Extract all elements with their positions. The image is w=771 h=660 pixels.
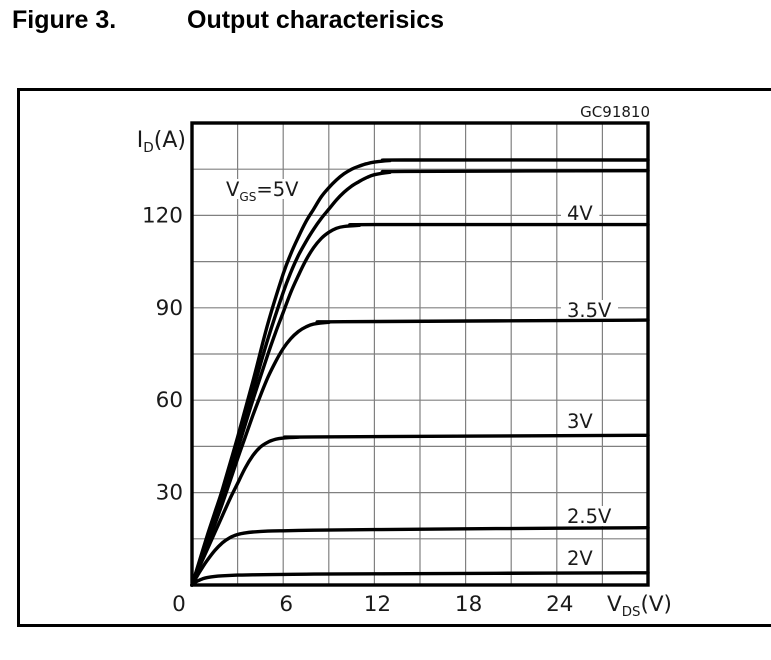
curve-label-2.5V: 2.5V: [567, 505, 612, 528]
curve-label-bg: [561, 548, 600, 568]
x-axis-label-main: V: [607, 592, 622, 617]
figure-title: Figure 3. Output characterisics: [12, 6, 444, 35]
curve-vgs-2.5v: [190, 526, 650, 587]
y-tick-label: 60: [156, 388, 183, 413]
x-tick-label: 0: [172, 592, 186, 617]
curve-vgs-4v: [190, 222, 650, 587]
x-axis-label-rest: (V): [640, 592, 671, 617]
x-tick-label: 6: [279, 592, 293, 617]
y-axis-label-main: I: [137, 128, 144, 153]
plot-border: [190, 121, 650, 587]
curve-vgs-2v: [190, 571, 650, 587]
curve-label-bg: [561, 506, 619, 526]
y-axis-label: ID(A): [137, 128, 186, 156]
curve-label-4V: 4V: [567, 202, 593, 225]
curve-vgs-5v: [190, 158, 650, 587]
curve-label-5V-main: V: [226, 178, 240, 201]
figure-number: Figure 3.: [12, 6, 117, 34]
curve-label-5V-rest: =5V: [256, 178, 299, 201]
curve-label-bg: [561, 411, 600, 431]
x-tick-label: 12: [364, 592, 391, 617]
y-axis-label-rest: (A): [154, 128, 186, 153]
curve-label-5V-sub: GS: [239, 190, 256, 204]
curve-label-3V: 3V: [567, 410, 593, 433]
curve-label-2V: 2V: [567, 547, 593, 570]
x-tick-label: 18: [455, 592, 482, 617]
y-tick-label: 30: [156, 481, 183, 506]
chart-code-label: GC91810: [580, 103, 650, 121]
curve-label-5V: VGS=5V: [226, 178, 299, 204]
x-axis-label-sub: DS: [622, 605, 641, 620]
curve-vgs-3.5v: [190, 318, 650, 587]
figure-caption: Output characterisics: [187, 6, 445, 34]
figure-border-box: [17, 88, 771, 627]
x-tick-label: 24: [546, 592, 573, 617]
y-axis-label-sub: D: [143, 140, 154, 156]
curve-label-bg: [220, 179, 306, 199]
curve-label-3.5V: 3.5V: [567, 299, 612, 322]
x-axis-label: VDS(V): [607, 592, 672, 620]
curve-label-bg: [561, 203, 600, 223]
curve-label-bg: [561, 300, 619, 320]
y-tick-label: 120: [142, 203, 183, 228]
y-tick-label: 90: [156, 296, 183, 321]
curve-vgs-3v: [190, 433, 650, 587]
